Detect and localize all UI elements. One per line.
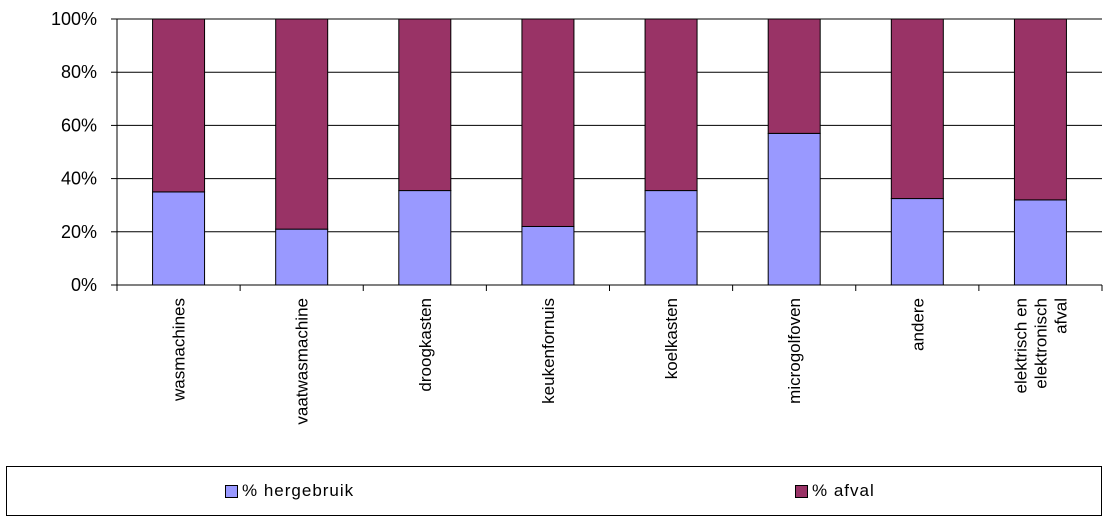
- legend-item-hergebruik: % hergebruik: [225, 481, 354, 501]
- y-tick-label: 20%: [61, 222, 97, 242]
- x-tick-label: afval: [1051, 298, 1070, 334]
- gridlines: [117, 18, 1102, 233]
- x-tick-label: elektronisch: [1031, 298, 1050, 389]
- axes: [111, 18, 1103, 291]
- x-tick-label: droogkasten: [416, 298, 435, 392]
- x-tick-label: vaatwasmachine: [293, 298, 312, 425]
- bar-afval: [1013, 18, 1067, 201]
- legend: % hergebruik % afval: [6, 466, 1102, 516]
- bar-afval: [890, 18, 944, 200]
- y-tick-label: 100%: [51, 9, 97, 29]
- y-tick-label: 0%: [71, 275, 97, 295]
- bar-hergebruik: [398, 190, 452, 286]
- bar-afval: [521, 18, 575, 227]
- legend-label-afval: % afval: [812, 481, 875, 500]
- legend-swatch-hergebruik: [225, 484, 238, 498]
- y-tick-label: 60%: [61, 115, 97, 135]
- bar-hergebruik: [644, 190, 698, 286]
- bar-hergebruik: [275, 228, 329, 286]
- bars: [152, 18, 1067, 286]
- chart: 0% 20% 40% 60% 80% 100% wasmachines vaatwasmac…: [51, 9, 1103, 425]
- bar-hergebruik: [767, 132, 821, 286]
- bar-hergebruik: [152, 191, 206, 286]
- bar-afval: [275, 18, 329, 230]
- x-tick-labels: wasmachines vaatwasmachine droogkasten keuk…: [170, 298, 1071, 425]
- bar-afval: [767, 18, 821, 134]
- x-tick-label: elektrisch en: [1011, 298, 1030, 393]
- x-tick-label: andere: [908, 298, 927, 351]
- x-tick-label: microgolfoven: [785, 298, 804, 404]
- legend-swatch-afval: [795, 484, 808, 498]
- y-tick-label: 80%: [61, 62, 97, 82]
- bar-hergebruik: [521, 225, 575, 286]
- x-tick-label: keukenfornuis: [539, 298, 558, 404]
- y-tick-labels: 0% 20% 40% 60% 80% 100%: [51, 9, 97, 295]
- x-tick-label: koelkasten: [662, 298, 681, 379]
- bar-afval: [398, 18, 452, 192]
- bar-hergebruik: [890, 198, 944, 286]
- bar-hergebruik: [1013, 199, 1067, 286]
- legend-label-hergebruik: % hergebruik: [242, 481, 355, 500]
- y-tick-label: 40%: [61, 169, 97, 189]
- x-tick-label: wasmachines: [170, 298, 189, 402]
- bar-afval: [152, 18, 206, 193]
- legend-item-afval: % afval: [795, 481, 875, 501]
- bar-afval: [644, 18, 698, 192]
